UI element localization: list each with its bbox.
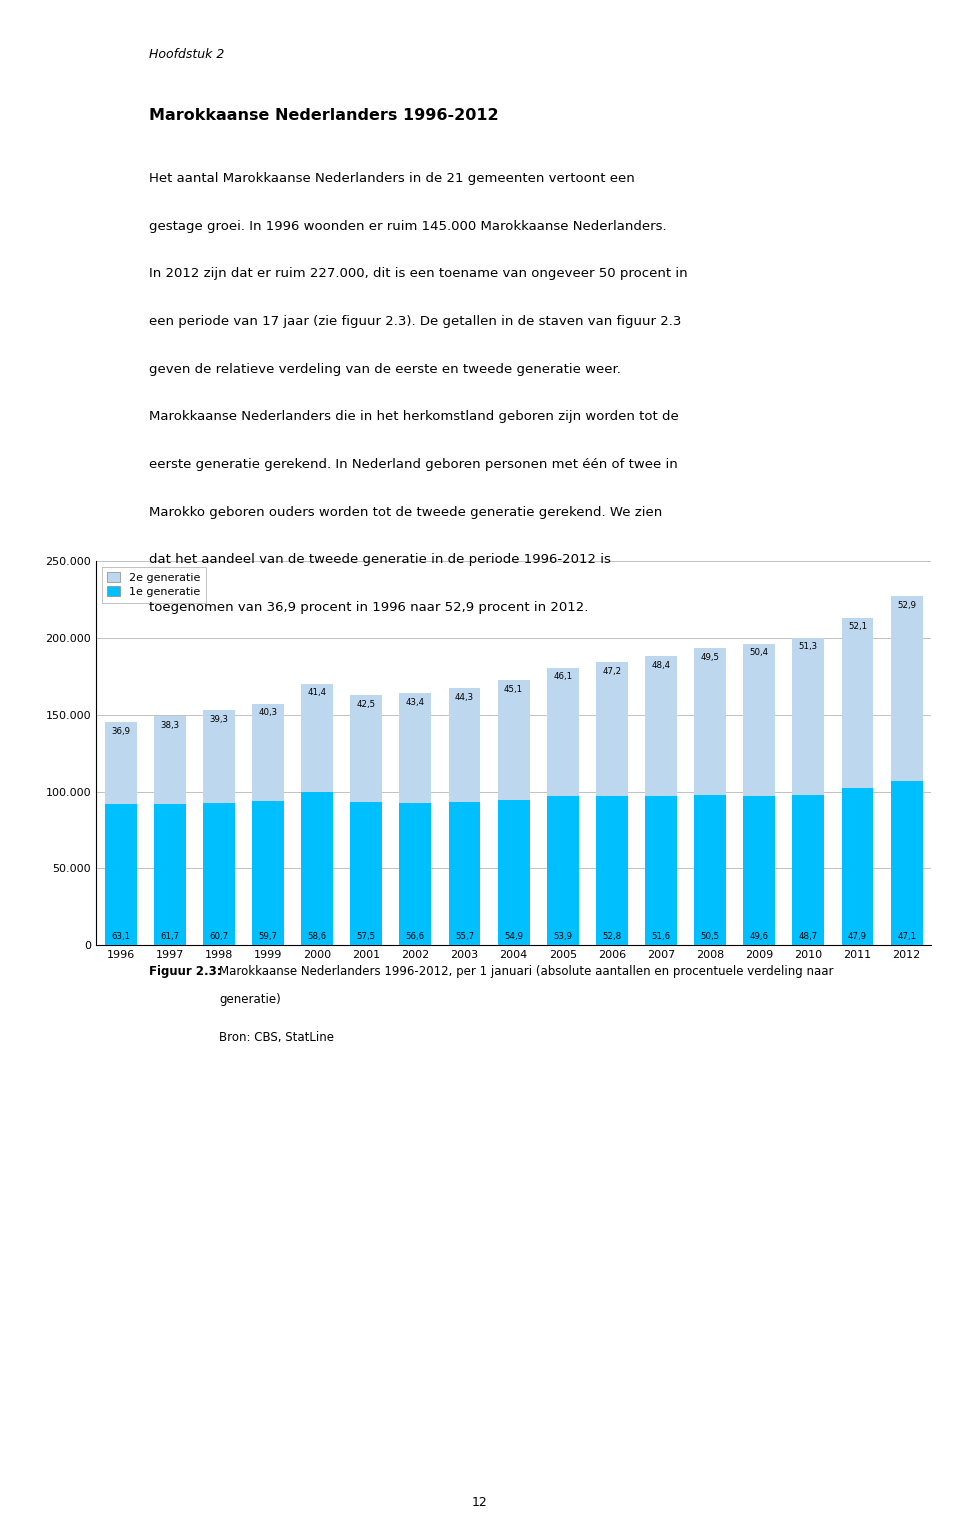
Text: 47,1: 47,1: [897, 931, 916, 941]
Text: generatie): generatie): [219, 993, 280, 1005]
Bar: [301, 684, 333, 792]
Text: Bron: CBS, StatLine: Bron: CBS, StatLine: [219, 1031, 334, 1044]
Legend: 2e generatie, 1e generatie: 2e generatie, 1e generatie: [102, 567, 206, 603]
Text: gestage groei. In 1996 woonden er ruim 145.000 Marokkaanse Nederlanders.: gestage groei. In 1996 woonden er ruim 1…: [149, 220, 666, 232]
Text: eerste generatie gerekend. In Nederland geboren personen met één of twee in: eerste generatie gerekend. In Nederland …: [149, 458, 678, 470]
Bar: [203, 802, 235, 945]
Text: 39,3: 39,3: [209, 715, 228, 724]
Bar: [252, 704, 284, 801]
Text: 48,7: 48,7: [799, 931, 818, 941]
Bar: [301, 792, 333, 945]
Text: 50,5: 50,5: [701, 931, 720, 941]
Bar: [252, 801, 284, 945]
Text: Marokko geboren ouders worden tot de tweede generatie gerekend. We zien: Marokko geboren ouders worden tot de twe…: [149, 506, 662, 518]
Bar: [842, 618, 874, 788]
Text: 47,2: 47,2: [602, 667, 621, 676]
Text: In 2012 zijn dat er ruim 227.000, dit is een toename van ongeveer 50 procent in: In 2012 zijn dat er ruim 227.000, dit is…: [149, 267, 687, 280]
Bar: [694, 649, 726, 795]
Text: 40,3: 40,3: [258, 709, 277, 718]
Bar: [105, 722, 136, 804]
Text: 55,7: 55,7: [455, 931, 474, 941]
Text: 12: 12: [472, 1497, 488, 1509]
Text: 36,9: 36,9: [111, 727, 130, 736]
Text: 63,1: 63,1: [111, 931, 131, 941]
Text: 61,7: 61,7: [160, 931, 180, 941]
Bar: [105, 804, 136, 945]
Bar: [399, 802, 431, 945]
Text: 46,1: 46,1: [553, 673, 572, 681]
Text: 56,6: 56,6: [406, 931, 425, 941]
Bar: [497, 799, 530, 945]
Text: 60,7: 60,7: [209, 931, 228, 941]
Bar: [547, 796, 579, 945]
Bar: [350, 695, 382, 802]
Text: 49,5: 49,5: [701, 653, 720, 661]
Text: 38,3: 38,3: [160, 721, 180, 730]
Bar: [743, 796, 776, 945]
Text: Marokkaanse Nederlanders 1996-2012: Marokkaanse Nederlanders 1996-2012: [149, 108, 498, 123]
Text: 45,1: 45,1: [504, 684, 523, 693]
Text: 50,4: 50,4: [750, 649, 769, 658]
Text: 53,9: 53,9: [553, 931, 572, 941]
Text: 52,9: 52,9: [898, 601, 916, 610]
Bar: [842, 788, 874, 945]
Text: 54,9: 54,9: [504, 931, 523, 941]
Bar: [891, 596, 923, 781]
Bar: [154, 804, 185, 945]
Bar: [497, 679, 530, 799]
Text: 41,4: 41,4: [307, 689, 326, 698]
Text: 43,4: 43,4: [406, 698, 425, 707]
Text: Marokkaanse Nederlanders 1996-2012, per 1 januari (absolute aantallen en procent: Marokkaanse Nederlanders 1996-2012, per …: [219, 965, 833, 978]
Text: 52,8: 52,8: [602, 931, 621, 941]
Text: toegenomen van 36,9 procent in 1996 naar 52,9 procent in 2012.: toegenomen van 36,9 procent in 1996 naar…: [149, 601, 588, 613]
Bar: [596, 662, 628, 796]
Text: 44,3: 44,3: [455, 693, 474, 701]
Text: een periode van 17 jaar (zie figuur 2.3). De getallen in de staven van figuur 2.: een periode van 17 jaar (zie figuur 2.3)…: [149, 315, 682, 327]
Text: Marokkaanse Nederlanders die in het herkomstland geboren zijn worden tot de: Marokkaanse Nederlanders die in het herk…: [149, 410, 679, 423]
Bar: [547, 667, 579, 796]
Text: Figuur 2.3:: Figuur 2.3:: [149, 965, 222, 978]
Bar: [645, 656, 677, 796]
Bar: [596, 796, 628, 945]
Bar: [891, 781, 923, 945]
Text: Hoofdstuk 2: Hoofdstuk 2: [149, 48, 225, 60]
Text: 47,9: 47,9: [848, 931, 867, 941]
Text: 57,5: 57,5: [357, 931, 375, 941]
Text: 51,6: 51,6: [652, 931, 670, 941]
Bar: [792, 796, 825, 945]
Bar: [645, 796, 677, 945]
Text: 58,6: 58,6: [307, 931, 326, 941]
Text: 42,5: 42,5: [357, 699, 375, 709]
Text: 48,4: 48,4: [652, 661, 670, 670]
Bar: [448, 802, 480, 945]
Text: 59,7: 59,7: [258, 931, 277, 941]
Bar: [154, 716, 185, 804]
Text: geven de relatieve verdeling van de eerste en tweede generatie weer.: geven de relatieve verdeling van de eers…: [149, 363, 621, 375]
Bar: [448, 689, 480, 802]
Text: 49,6: 49,6: [750, 931, 769, 941]
Text: dat het aandeel van de tweede generatie in de periode 1996-2012 is: dat het aandeel van de tweede generatie …: [149, 553, 611, 566]
Bar: [203, 710, 235, 802]
Text: Het aantal Marokkaanse Nederlanders in de 21 gemeenten vertoont een: Het aantal Marokkaanse Nederlanders in d…: [149, 172, 635, 184]
Bar: [743, 644, 776, 796]
Bar: [792, 638, 825, 796]
Text: 52,1: 52,1: [848, 622, 867, 632]
Bar: [350, 802, 382, 945]
Text: 51,3: 51,3: [799, 642, 818, 652]
Bar: [399, 693, 431, 802]
Bar: [694, 795, 726, 945]
